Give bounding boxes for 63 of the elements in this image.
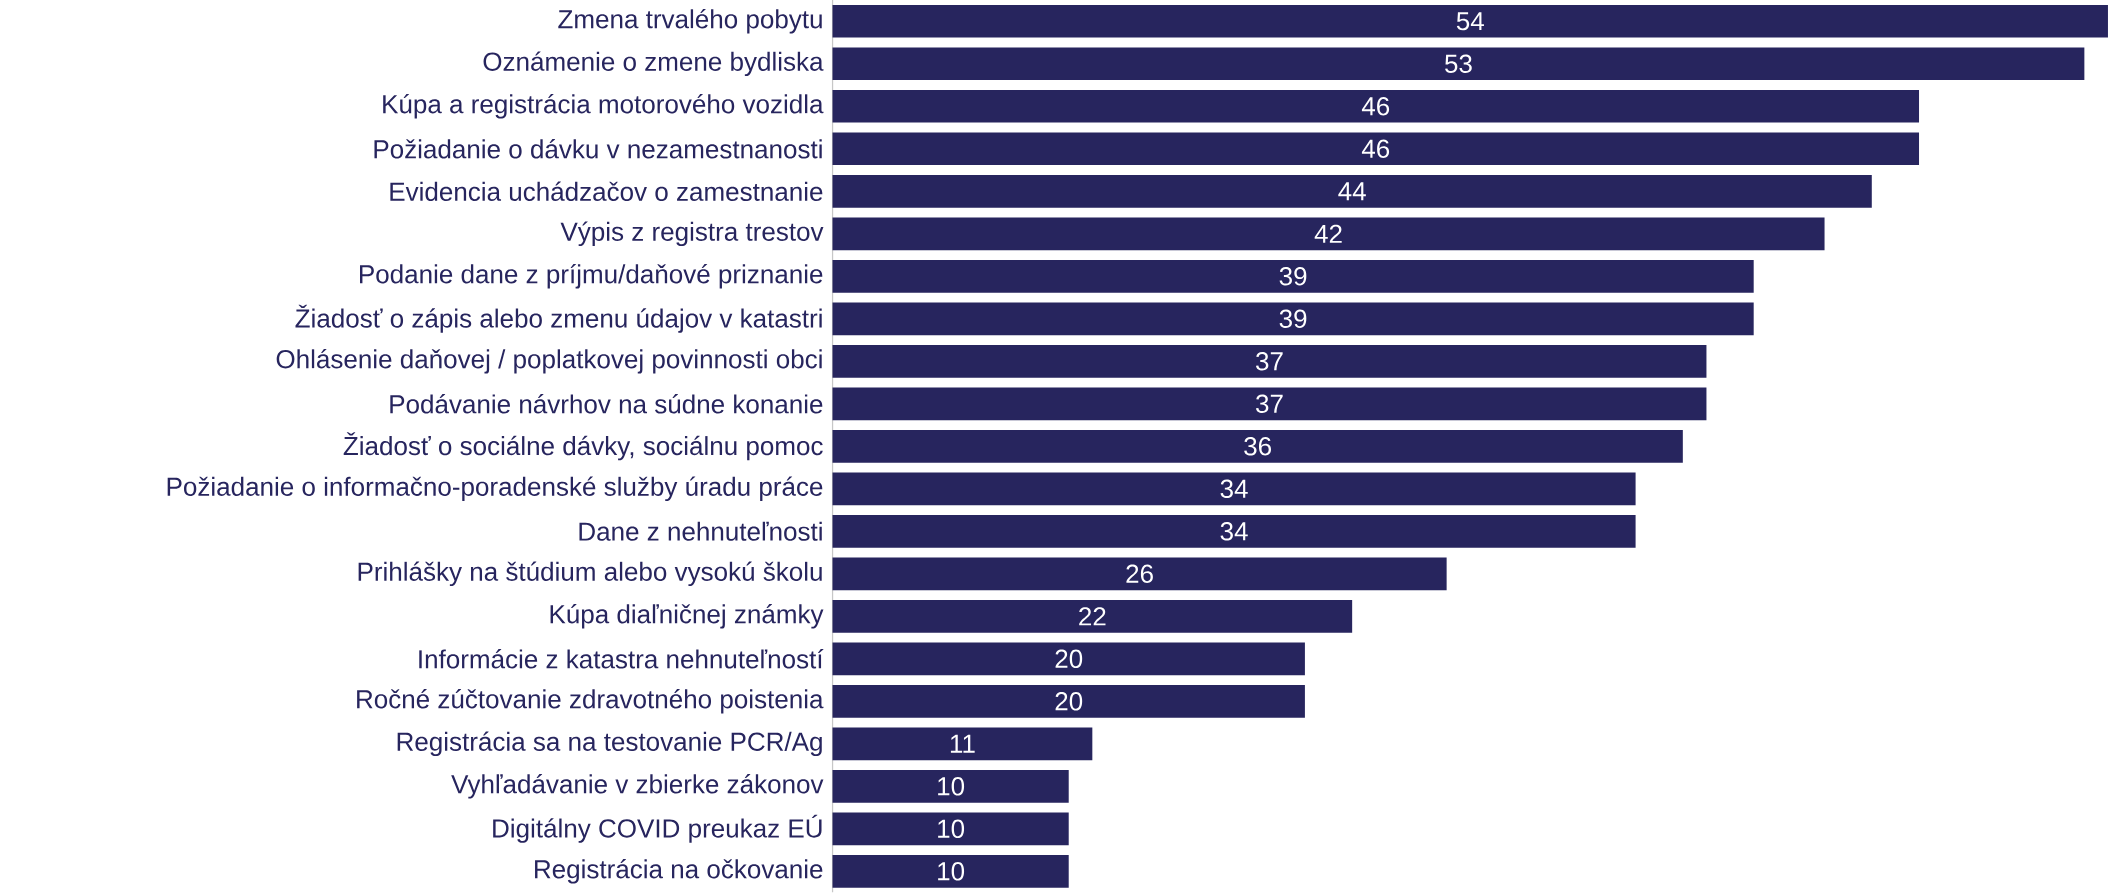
bar xyxy=(832,345,1707,378)
data-label: 26 xyxy=(1126,564,1153,584)
y-tick-label: Registrácia sa na testovanie PCR/Ag xyxy=(397,731,822,757)
y-tick-label: Podanie dane z príjmu/daňové priznanie xyxy=(360,264,823,289)
y-tick-label: Ročné zúčtovanie zdravotného poistenia xyxy=(357,689,824,714)
data-label: 20 xyxy=(1055,692,1083,711)
bar xyxy=(832,472,1636,506)
data-label: 11 xyxy=(950,735,975,753)
data-label: 10 xyxy=(938,777,965,796)
bar xyxy=(832,642,1305,676)
y-tick-label: Žiadosť o sociálne dávky, sociálnu pomoc xyxy=(343,432,823,461)
bar xyxy=(832,260,1754,293)
bar xyxy=(832,812,1069,846)
y-tick-label: Dane z nehnuteľnosti xyxy=(579,521,822,542)
data-label: 54 xyxy=(1456,12,1484,31)
y-tick-label: Požiadanie o informačno-poradenské služby úradu práce xyxy=(167,476,823,502)
bar xyxy=(832,387,1707,421)
bar xyxy=(832,132,1920,166)
bar xyxy=(832,175,1872,208)
y-tick-label: Ohlásenie daňovej / poplatkovej povinnosti obci xyxy=(276,349,822,374)
y-tick-label: Podávanie návrhov na súdne konanie xyxy=(390,394,823,414)
data-label: 53 xyxy=(1445,54,1472,74)
y-tick-label: Registrácia na očkovanie xyxy=(535,859,823,884)
y-tick-label: Evidencia uchádzačov o zamestnanie xyxy=(390,181,823,202)
data-label: 46 xyxy=(1361,97,1390,116)
bar xyxy=(832,855,1069,888)
bar xyxy=(832,727,1093,761)
data-label: 46 xyxy=(1361,139,1390,159)
bar xyxy=(832,600,1353,633)
y-tick-label: Digitálny COVID preukaz EÚ xyxy=(493,815,822,843)
y-tick-label: Informácie z katastra nehnuteľností xyxy=(419,649,824,669)
bar xyxy=(832,302,1754,336)
bar xyxy=(832,430,1683,463)
bar xyxy=(832,47,2085,81)
data-label: 34 xyxy=(1220,522,1248,541)
data-label: 37 xyxy=(1256,352,1283,371)
y-tick-label: Žiadosť o zápis alebo zmenu údajov v katastri xyxy=(295,304,822,334)
data-label: 20 xyxy=(1055,649,1083,669)
data-label: 39 xyxy=(1279,267,1307,286)
data-label: 36 xyxy=(1244,437,1271,456)
data-label: 39 xyxy=(1279,309,1307,329)
data-label: 42 xyxy=(1314,224,1342,244)
data-label: 22 xyxy=(1079,607,1106,626)
bar xyxy=(832,557,1447,591)
data-label: 10 xyxy=(938,862,965,881)
y-tick-label: Požiadanie o dávku v nezamestnanosti xyxy=(374,139,822,159)
y-tick-label: Oznámenie o zmene bydliska xyxy=(483,51,824,77)
bar xyxy=(832,90,1920,123)
data-label: 10 xyxy=(938,819,965,839)
data-label: 44 xyxy=(1338,182,1366,201)
bar xyxy=(832,770,1069,803)
bar xyxy=(832,515,1636,548)
bar xyxy=(832,685,1305,718)
y-tick-label: Zmena trvalého pobytu xyxy=(558,9,822,34)
y-tick-label: Kúpa diaľničnej známky xyxy=(550,604,824,629)
data-label: 34 xyxy=(1220,479,1248,499)
y-tick-label: Kúpa a registrácia motorového vozidla xyxy=(383,94,824,119)
y-tick-label: Vyhľadávanie v zbierke zákonov xyxy=(451,774,824,799)
data-label: 37 xyxy=(1256,394,1283,414)
y-tick-label: Prihlášky na štúdium alebo vysokú školu xyxy=(358,561,822,587)
bar xyxy=(832,217,1825,251)
bar xyxy=(832,5,2108,38)
y-tick-label: Výpis z registra trestov xyxy=(560,221,824,247)
